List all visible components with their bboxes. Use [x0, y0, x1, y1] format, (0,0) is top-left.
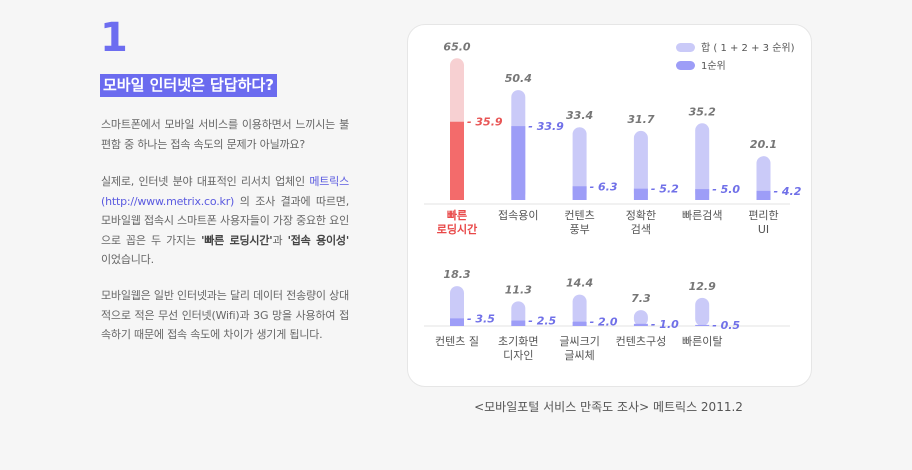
bar-total	[756, 156, 771, 200]
bar-first	[695, 324, 710, 326]
keyword-accessibility: '접속 용이성'	[287, 233, 350, 247]
category-label: 편리한	[748, 209, 778, 222]
legend-first-label: 1순위	[701, 59, 726, 72]
total-value-label: 11.3	[505, 283, 532, 296]
category-label: 정확한	[626, 209, 656, 222]
first-value-label: - 5.2	[651, 183, 679, 196]
bar-total	[572, 294, 587, 326]
total-value-label: 20.1	[750, 138, 777, 151]
category-label: 디자인	[503, 349, 533, 362]
bar-total	[695, 297, 710, 326]
first-value-label: - 3.5	[467, 312, 495, 325]
total-value-label: 33.4	[566, 109, 593, 122]
section-number: 1	[100, 15, 128, 61]
total-value-label: 14.4	[566, 277, 593, 290]
category-label: 빠른검색	[682, 209, 722, 222]
total-value-label: 12.9	[689, 280, 716, 293]
metrix-url-link[interactable]: (http://www.metrix.co.kr)	[101, 194, 235, 208]
legend-total-swatch	[676, 43, 695, 52]
first-value-label: - 6.3	[590, 180, 618, 193]
category-label: 빠른	[447, 208, 467, 222]
first-value-label: - 0.5	[712, 319, 740, 332]
research-text-4: 이었습니다.	[101, 253, 154, 266]
bar-first	[572, 321, 587, 326]
intro-paragraph: 스마트폰에서 모바일 서비스를 이용하면서 느끼시는 불편함 중 하나는 접속 …	[101, 118, 349, 151]
research-text-1: 실제로, 인터넷 분야 대표적인 리서치 업체인	[101, 175, 310, 188]
category-label: 로딩시간	[437, 222, 477, 236]
bar-total	[633, 310, 648, 326]
total-value-label: 7.3	[631, 292, 651, 305]
category-label: 풍부	[569, 223, 589, 236]
category-label: UI	[758, 223, 769, 236]
bar-first	[450, 121, 464, 200]
first-value-label: - 2.0	[590, 316, 618, 329]
bar-first	[511, 320, 526, 326]
keyword-loading-time: '빠른 로딩시간'	[201, 233, 273, 247]
bar-total	[450, 286, 464, 326]
network-paragraph: 모바일웹은 일반 인터넷과는 달리 데이터 전송량이 상대적으로 적은 무선 인…	[101, 289, 349, 341]
first-value-label: - 35.9	[467, 116, 503, 129]
category-label: 글씨체	[564, 349, 594, 362]
first-value-label: - 4.2	[774, 185, 802, 198]
research-text-2: 의 조사 결과에 따르면, 모바일웹 접속시 스마트폰 사용자들이 가장 중요한…	[101, 194, 349, 247]
bar-total	[572, 127, 587, 200]
bar-first	[511, 126, 526, 200]
research-paragraph: 실제로, 인터넷 분야 대표적인 리서치 업체인 메트릭스 (http://ww…	[101, 172, 349, 270]
bar-first	[633, 188, 648, 200]
category-label: 빠른이탈	[682, 335, 722, 348]
first-value-label: - 1.0	[651, 318, 679, 331]
total-value-label: 65.0	[443, 40, 470, 53]
first-value-label: - 5.0	[712, 183, 740, 196]
bar-first	[572, 186, 587, 200]
metrix-link[interactable]: 메트릭스	[309, 175, 349, 188]
category-label: 컨텐츠 질	[435, 335, 479, 348]
bar-first	[695, 189, 710, 200]
bar-total	[633, 130, 648, 200]
bar-total	[511, 301, 526, 326]
category-label: 글씨크기	[559, 335, 599, 348]
bar-first	[450, 318, 464, 326]
category-label: 컨텐츠	[564, 209, 594, 222]
category-label: 접속용이	[498, 209, 538, 222]
category-label: 컨텐츠구성	[616, 335, 667, 348]
section-heading: 모바일 인터넷은 답답하다?	[100, 74, 277, 97]
total-value-label: 18.3	[443, 268, 470, 281]
legend-first-swatch	[676, 61, 695, 70]
total-value-label: 35.2	[689, 105, 716, 118]
legend-total-label: 합 ( 1 + 2 + 3 순위)	[701, 41, 795, 54]
chart-caption: <모바일포털 서비스 만족도 조사> 메트릭스 2011.2	[474, 400, 743, 414]
bar-first	[633, 323, 648, 326]
bar-first	[756, 190, 771, 200]
first-value-label: - 2.5	[528, 315, 556, 328]
first-value-label: - 33.9	[528, 120, 564, 133]
category-label: 초기화면	[498, 335, 538, 348]
total-value-label: 50.4	[505, 72, 532, 85]
total-value-label: 31.7	[627, 113, 654, 126]
bar-total	[695, 123, 710, 200]
category-label: 검색	[631, 223, 651, 236]
research-text-3: 과	[272, 233, 288, 247]
